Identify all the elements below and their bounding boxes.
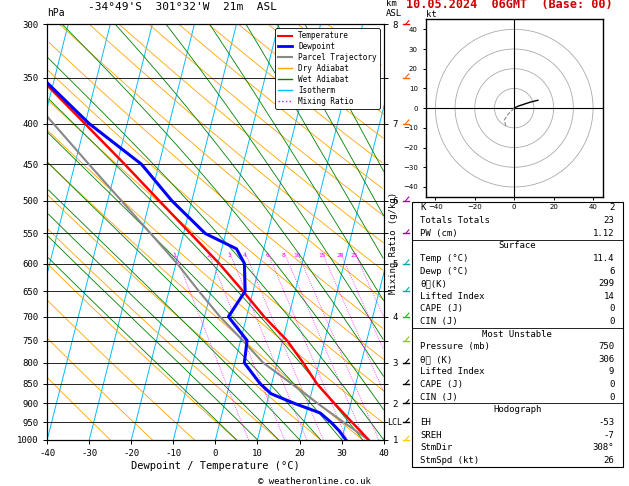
Text: 0: 0 [609,317,615,326]
Text: km
ASL: km ASL [386,0,403,18]
Text: 1.12: 1.12 [593,229,615,238]
Text: 6: 6 [609,266,615,276]
Text: Pressure (mb): Pressure (mb) [420,342,490,351]
Text: 2: 2 [609,204,615,212]
Text: 0: 0 [609,380,615,389]
Text: -53: -53 [598,418,615,427]
Text: CAPE (J): CAPE (J) [420,380,464,389]
Text: StmDir: StmDir [420,443,453,452]
Text: 0: 0 [609,393,615,402]
Text: 10.05.2024  06GMT  (Base: 00): 10.05.2024 06GMT (Base: 00) [406,0,612,11]
Text: CIN (J): CIN (J) [420,317,458,326]
Legend: Temperature, Dewpoint, Parcel Trajectory, Dry Adiabat, Wet Adiabat, Isotherm, Mi: Temperature, Dewpoint, Parcel Trajectory… [276,28,380,109]
Text: 308°: 308° [593,443,615,452]
Text: CAPE (J): CAPE (J) [420,304,464,313]
Text: Most Unstable: Most Unstable [482,330,552,339]
Text: 3: 3 [228,253,231,258]
Text: 20: 20 [337,253,343,258]
Text: 15: 15 [318,253,326,258]
Text: LCL: LCL [387,417,402,427]
Text: 750: 750 [598,342,615,351]
Text: PW (cm): PW (cm) [420,229,458,238]
X-axis label: Dewpoint / Temperature (°C): Dewpoint / Temperature (°C) [131,461,300,470]
Text: 8: 8 [282,253,286,258]
Text: 26: 26 [604,456,615,465]
Text: 4: 4 [243,253,247,258]
Text: kt: kt [425,10,437,18]
Text: © weatheronline.co.uk: © weatheronline.co.uk [258,477,371,486]
Text: Temp (°C): Temp (°C) [420,254,469,263]
Text: StmSpd (kt): StmSpd (kt) [420,456,479,465]
Text: 2: 2 [206,253,210,258]
Text: hPa: hPa [47,8,65,18]
Text: Mixing Ratio (g/kg): Mixing Ratio (g/kg) [389,192,398,294]
Text: 0: 0 [609,304,615,313]
Text: Lifted Index: Lifted Index [420,367,485,377]
Text: 1: 1 [172,253,176,258]
Text: 306: 306 [598,355,615,364]
Text: 299: 299 [598,279,615,288]
Text: 25: 25 [350,253,358,258]
Text: Totals Totals: Totals Totals [420,216,490,225]
Text: 11.4: 11.4 [593,254,615,263]
Text: Lifted Index: Lifted Index [420,292,485,301]
Text: K: K [420,204,426,212]
Text: 14: 14 [604,292,615,301]
Text: 23: 23 [604,216,615,225]
Text: Hodograph: Hodograph [493,405,542,414]
Text: 6: 6 [265,253,269,258]
Text: CIN (J): CIN (J) [420,393,458,402]
Text: Surface: Surface [499,242,536,250]
Text: SREH: SREH [420,431,442,439]
Text: 9: 9 [609,367,615,377]
Text: 10: 10 [293,253,301,258]
Text: EH: EH [420,418,431,427]
Text: Dewp (°C): Dewp (°C) [420,266,469,276]
Text: θᴄ (K): θᴄ (K) [420,355,453,364]
Text: θᴄ(K): θᴄ(K) [420,279,447,288]
Text: -7: -7 [604,431,615,439]
Text: -34°49'S  301°32'W  21m  ASL: -34°49'S 301°32'W 21m ASL [88,2,277,12]
